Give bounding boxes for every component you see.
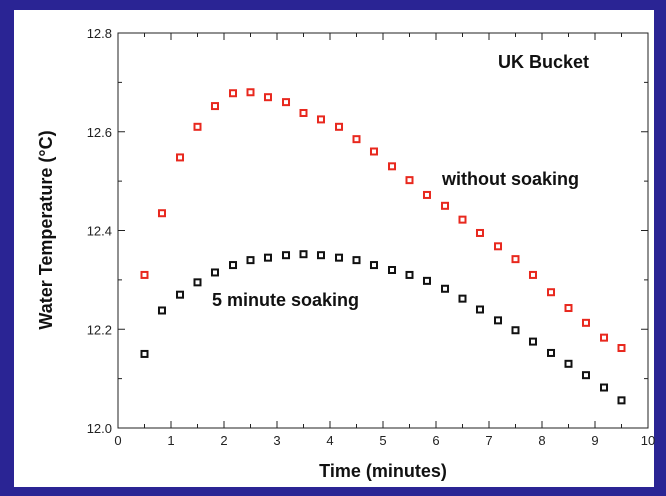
data-point xyxy=(229,261,238,270)
data-point xyxy=(494,242,503,251)
data-point xyxy=(528,337,537,346)
data-point xyxy=(405,270,414,279)
data-point xyxy=(157,306,166,315)
x-tick-label: 2 xyxy=(220,433,227,448)
y-tick-label: 12.6 xyxy=(87,125,112,140)
data-point xyxy=(299,250,308,259)
data-point xyxy=(335,253,344,262)
data-point xyxy=(458,294,467,303)
data-point xyxy=(193,122,202,131)
data-point xyxy=(193,278,202,287)
data-point xyxy=(441,201,450,210)
x-tick-label: 9 xyxy=(591,433,598,448)
data-point xyxy=(475,305,484,314)
x-axis-title: Time (minutes) xyxy=(319,461,447,481)
data-point xyxy=(564,359,573,368)
data-point xyxy=(422,190,431,199)
data-point xyxy=(617,344,626,353)
data-point xyxy=(335,122,344,131)
data-point xyxy=(246,88,255,97)
data-point xyxy=(263,93,272,102)
series-5-minute-soaking xyxy=(140,250,626,405)
x-tick-label: 3 xyxy=(273,433,280,448)
data-point xyxy=(581,318,590,327)
x-tick-label: 10 xyxy=(641,433,655,448)
data-point xyxy=(282,98,291,107)
data-point xyxy=(511,326,520,335)
data-point xyxy=(388,266,397,274)
data-point xyxy=(316,115,325,124)
data-point xyxy=(316,251,325,260)
data-point xyxy=(564,304,573,313)
data-point xyxy=(369,261,378,270)
data-point xyxy=(352,256,361,265)
y-tick-label: 12.8 xyxy=(87,26,112,41)
data-point xyxy=(176,290,185,299)
annotation-without-soaking: without soaking xyxy=(441,169,579,189)
data-point xyxy=(157,209,166,218)
data-point xyxy=(617,396,626,405)
data-point xyxy=(494,316,503,325)
data-points xyxy=(140,88,626,405)
data-point xyxy=(600,383,609,392)
data-point xyxy=(422,276,431,285)
x-tick-label: 7 xyxy=(485,433,492,448)
y-tick-label: 12.2 xyxy=(87,322,112,337)
data-point xyxy=(176,153,185,162)
y-tick-label: 12.4 xyxy=(87,224,112,239)
y-axis-ticks: 12.0 12.2 12.4 12.6 12.8 xyxy=(87,26,648,436)
data-point xyxy=(547,288,556,297)
y-tick-label: 12.0 xyxy=(87,421,112,436)
y-axis-title: Water Temperature (°C) xyxy=(36,130,56,329)
series-without-soaking xyxy=(140,88,626,353)
data-point xyxy=(140,349,149,358)
data-point xyxy=(475,228,484,237)
x-tick-label: 4 xyxy=(326,433,333,448)
data-point xyxy=(600,333,609,342)
data-point xyxy=(405,176,414,185)
data-point xyxy=(528,270,537,279)
x-tick-label: 5 xyxy=(379,433,386,448)
data-point xyxy=(210,268,219,277)
x-axis-ticks: 0 1 2 3 4 5 6 7 8 9 10 xyxy=(114,33,655,448)
data-point xyxy=(369,147,378,156)
data-point xyxy=(140,270,149,279)
data-point xyxy=(210,102,219,111)
x-tick-label: 6 xyxy=(432,433,439,448)
data-point xyxy=(441,284,450,293)
data-point xyxy=(299,108,308,117)
x-tick-label: 0 xyxy=(114,433,121,448)
chart-panel xyxy=(14,10,654,487)
x-tick-label: 8 xyxy=(538,433,545,448)
data-point xyxy=(547,348,556,357)
x-tick-label: 1 xyxy=(167,433,174,448)
data-point xyxy=(511,255,520,264)
data-point xyxy=(263,253,272,262)
annotation-5-minute-soaking: 5 minute soaking xyxy=(212,290,359,310)
data-point xyxy=(581,371,590,380)
data-point xyxy=(352,135,361,144)
data-point xyxy=(458,215,467,224)
data-point xyxy=(246,256,255,265)
data-point xyxy=(229,89,238,98)
annotation-uk-bucket: UK Bucket xyxy=(498,52,589,72)
plot-area-border xyxy=(117,32,649,429)
data-point xyxy=(388,162,397,171)
data-point xyxy=(282,251,291,260)
